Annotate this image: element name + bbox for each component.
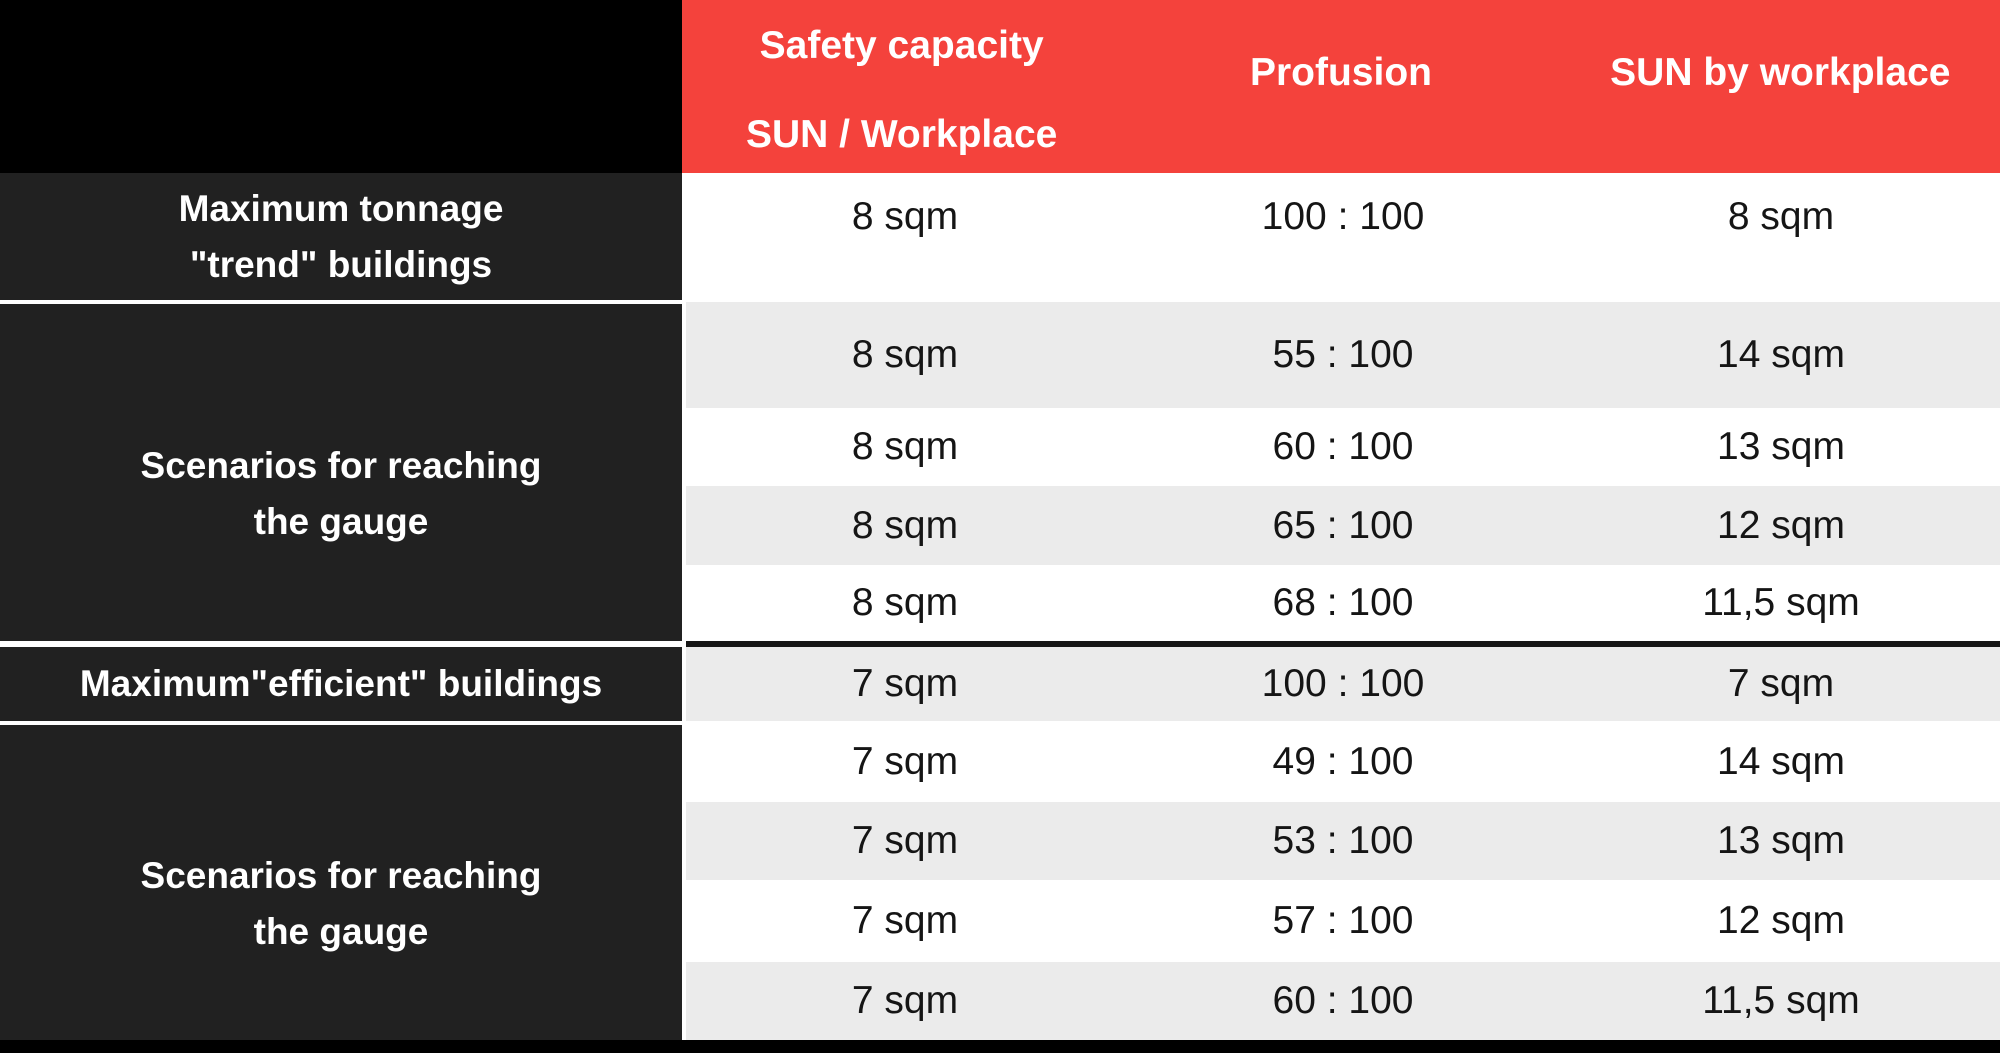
row-label-line: "trend" buildings	[189, 243, 493, 285]
cell-sun: 12 sqm	[1717, 899, 1845, 942]
cell-capacity: 7 sqm	[851, 739, 959, 783]
header-cell-sun-by-workplace: SUN by workplace	[1610, 50, 1951, 94]
cell-capacity: 8 sqm	[851, 425, 959, 468]
cell-profusion: 65 : 100	[1272, 503, 1414, 547]
cell-capacity: 7 sqm	[851, 979, 959, 1022]
cell-capacity: 7 sqm	[851, 899, 959, 942]
row-label-scenarios-1: Scenarios for reaching the gauge	[0, 304, 682, 641]
row-label-line: the gauge	[253, 500, 429, 542]
row-label-max-efficient-buildings: Maximum"efficient" buildings	[0, 647, 682, 721]
table-row: 8 sqm 60 : 100 13 sqm	[682, 408, 2000, 486]
cell-profusion: 68 : 100	[1272, 581, 1414, 624]
cell-sun: 14 sqm	[1717, 739, 1845, 783]
table-row: 8 sqm 68 : 100 11,5 sqm	[682, 565, 2000, 641]
cell-profusion: 49 : 100	[1272, 739, 1414, 783]
row-label-column: Maximum tonnage "trend" buildings Scenar…	[0, 0, 682, 1053]
row-label-line: Maximum tonnage	[178, 188, 504, 229]
table-row: 7 sqm 100 : 100 7 sqm	[682, 647, 2000, 721]
cell-profusion: 60 : 100	[1272, 425, 1414, 468]
header-corner-cell	[0, 0, 682, 173]
data-area: Safety capacity SUN / Workplace Profusio…	[682, 0, 2000, 1053]
label-separator	[0, 721, 682, 725]
cell-capacity: 8 sqm	[851, 581, 959, 624]
row-label-line: Maximum"efficient" buildings	[79, 663, 603, 705]
cell-profusion: 57 : 100	[1272, 899, 1414, 942]
cell-sun: 8 sqm	[1727, 195, 1835, 238]
cell-profusion: 55 : 100	[1272, 333, 1414, 376]
label-separator	[0, 641, 682, 647]
cell-profusion: 100 : 100	[1261, 662, 1425, 705]
cell-sun: 13 sqm	[1717, 425, 1845, 468]
cell-capacity: 8 sqm	[851, 333, 959, 376]
table-row: 7 sqm 60 : 100 11,5 sqm	[682, 962, 2000, 1040]
cell-profusion: 60 : 100	[1272, 979, 1414, 1022]
row-label-scenarios-2: Scenarios for reaching the gauge	[0, 725, 682, 1040]
header-line: SUN / Workplace	[745, 113, 1058, 156]
cell-sun: 11,5 sqm	[1702, 979, 1860, 1022]
row-label-line: Scenarios for reaching	[140, 445, 542, 486]
cell-capacity: 7 sqm	[851, 819, 959, 862]
table-row: 8 sqm 65 : 100 12 sqm	[682, 486, 2000, 565]
table-row: 7 sqm 57 : 100 12 sqm	[682, 880, 2000, 962]
bottom-frame-band	[682, 1040, 2000, 1053]
cell-capacity: 8 sqm	[851, 195, 959, 238]
cell-sun: 12 sqm	[1717, 503, 1845, 547]
table-row: 7 sqm 53 : 100 13 sqm	[682, 802, 2000, 880]
cell-sun: 7 sqm	[1727, 662, 1835, 705]
cell-sun: 14 sqm	[1717, 333, 1845, 376]
table-row: 7 sqm 49 : 100 14 sqm	[682, 721, 2000, 802]
header-cell-safety-capacity: Safety capacity SUN / Workplace	[682, 0, 1121, 173]
row-label-line: the gauge	[253, 910, 429, 952]
header-cell-profusion: Profusion	[1249, 50, 1432, 94]
section-divider-rule	[682, 641, 2000, 647]
label-separator	[0, 300, 682, 304]
cell-sun: 13 sqm	[1717, 819, 1845, 862]
row-label-max-trend-buildings: Maximum tonnage "trend" buildings	[0, 173, 682, 300]
cell-capacity: 7 sqm	[851, 662, 959, 705]
header-line: Safety capacity	[759, 24, 1044, 67]
table-row: 8 sqm 100 : 100 8 sqm	[682, 173, 2000, 302]
row-label-line: Scenarios for reaching	[140, 855, 542, 896]
table-row: 8 sqm 55 : 100 14 sqm	[682, 302, 2000, 408]
bottom-frame-band	[0, 1040, 682, 1053]
table-header-row: Safety capacity SUN / Workplace Profusio…	[682, 0, 2000, 173]
cell-capacity: 8 sqm	[851, 503, 959, 547]
cell-profusion: 100 : 100	[1261, 195, 1425, 238]
cell-profusion: 53 : 100	[1272, 819, 1414, 862]
cell-sun: 11,5 sqm	[1702, 581, 1860, 624]
